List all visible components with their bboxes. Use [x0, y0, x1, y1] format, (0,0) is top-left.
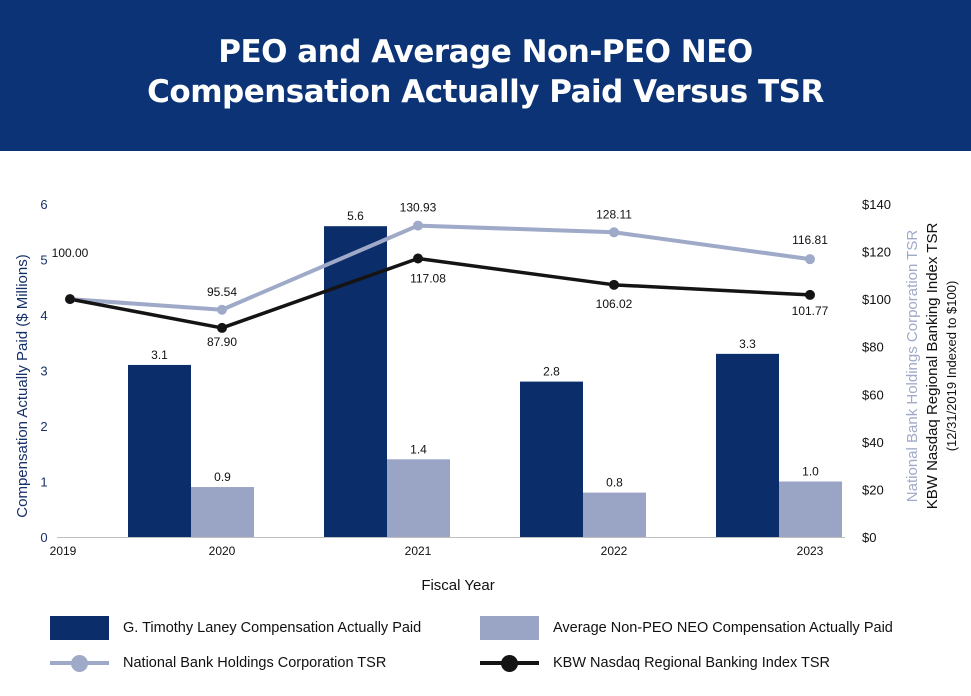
- header-banner: PEO and Average Non-PEO NEO Compensation…: [0, 0, 971, 151]
- point-label-kbw: 87.90: [207, 335, 237, 349]
- chart-plot: 3.1 0.9 5.6 1.4 2.8 0.8 3.3 1.0 100.00 95.54 130.…: [14, 197, 959, 594]
- y2-tick-label: $120: [862, 245, 891, 260]
- bar-label-peo: 2.8: [543, 365, 560, 379]
- legend-swatch-kbw: [480, 648, 539, 678]
- legend-item-neo: Average Non-PEO NEO Compensation Actuall…: [480, 613, 893, 643]
- y2-axis-title-nbhc: National Bank Holdings Corporation TSR: [904, 230, 921, 503]
- point-label-kbw: 106.02: [596, 297, 633, 311]
- legend-label-neo: Average Non-PEO NEO Compensation Actuall…: [553, 620, 893, 636]
- y-tick-label: 5: [40, 253, 47, 268]
- y-tick-label: 2: [40, 419, 47, 434]
- point-nbhc: [217, 304, 227, 315]
- line-kbw: [69, 256, 811, 330]
- bar-label-peo: 5.6: [347, 209, 364, 223]
- point-nbhc: [413, 220, 423, 231]
- y-tick-label: 3: [40, 364, 47, 379]
- y-tick-label: 4: [40, 308, 47, 323]
- bar-neo: [779, 481, 842, 537]
- y2-axis-title-index: (12/31/2019 Indexed to $100): [944, 281, 959, 452]
- y-tick-label: 1: [40, 475, 47, 490]
- point-label-nbhc: 128.11: [596, 207, 632, 221]
- point-kbw: [413, 253, 423, 264]
- bar-neo: [387, 459, 450, 537]
- point-nbhc: [805, 254, 815, 265]
- legend-item-kbw: KBW Nasdaq Regional Banking Index TSR: [480, 648, 830, 678]
- point-label-nbhc: 95.54: [207, 285, 237, 299]
- legend-swatch-neo: [480, 616, 539, 640]
- bar-peo: [716, 353, 779, 537]
- y2-tick-label: $140: [862, 197, 891, 212]
- x-tick-label: 2020: [209, 544, 236, 558]
- bar-label-neo: 0.8: [606, 476, 623, 490]
- chart-legend: G. Timothy Laney Compensation Actually P…: [0, 610, 971, 690]
- legend-item-nbhc: National Bank Holdings Corporation TSR: [50, 648, 386, 678]
- y-axis-title: Compensation Actually Paid ($ Millions): [14, 254, 31, 517]
- line-nbhc: [69, 223, 811, 312]
- lines-layer: 100.00 95.54 130.93 128.11 116.81 87.90 117.08…: [52, 201, 829, 349]
- point-nbhc: [609, 227, 619, 238]
- y2-tick-label: $40: [862, 435, 884, 450]
- legend-label-kbw: KBW Nasdaq Regional Banking Index TSR: [553, 655, 830, 671]
- point-label-kbw: 101.77: [792, 304, 829, 318]
- x-tick-label: 2019: [50, 544, 77, 558]
- chart-title-line-2: Compensation Actually Paid Versus TSR: [147, 74, 824, 110]
- y2-tick-label: $20: [862, 482, 884, 497]
- x-tick-label: 2023: [797, 544, 824, 558]
- y2-tick-label: $0: [862, 530, 876, 545]
- point-label-nbhc: 130.93: [400, 201, 437, 215]
- x-axis-title: Fiscal Year: [421, 577, 494, 594]
- point-label-nbhc: 100.00: [52, 246, 89, 260]
- legend-label-peo: G. Timothy Laney Compensation Actually P…: [123, 620, 422, 636]
- point-kbw: [609, 279, 619, 290]
- point-kbw: [65, 294, 75, 305]
- legend-swatch-nbhc: [50, 648, 109, 678]
- bar-peo: [128, 364, 191, 537]
- point-kbw: [805, 289, 815, 300]
- bar-peo: [520, 381, 583, 537]
- legend-swatch-peo: [50, 616, 109, 640]
- x-tick-label: 2021: [405, 544, 432, 558]
- axes-layer: 0 1 2 3 4 5 6 $0 $20 $40 $60 $80 $100 $120 $140 2019 202…: [14, 197, 959, 594]
- legend-item-peo: G. Timothy Laney Compensation Actually P…: [50, 613, 421, 643]
- bar-neo: [583, 492, 646, 537]
- y-tick-label: 6: [40, 197, 47, 212]
- y2-tick-label: $100: [862, 292, 891, 307]
- bars-layer: 3.1 0.9 5.6 1.4 2.8 0.8 3.3 1.0: [128, 209, 842, 537]
- x-tick-label: 2022: [601, 544, 628, 558]
- y2-tick-label: $60: [862, 387, 884, 402]
- bar-label-peo: 3.1: [151, 348, 168, 362]
- bar-label-peo: 3.3: [739, 337, 756, 351]
- point-label-nbhc: 116.81: [792, 233, 828, 247]
- bar-peo: [324, 226, 387, 537]
- bar-label-neo: 0.9: [214, 470, 231, 484]
- bar-neo: [191, 487, 254, 537]
- bar-label-neo: 1.0: [802, 465, 819, 479]
- point-kbw: [217, 322, 227, 333]
- legend-label-nbhc: National Bank Holdings Corporation TSR: [123, 655, 387, 671]
- bar-label-neo: 1.4: [410, 442, 427, 456]
- y2-axis-title-kbw: KBW Nasdaq Regional Banking Index TSR: [924, 223, 941, 510]
- point-label-kbw: 117.08: [410, 272, 446, 286]
- chart-title-line-1: PEO and Average Non-PEO NEO: [218, 34, 753, 70]
- y-tick-label: 0: [40, 530, 47, 545]
- y2-tick-label: $80: [862, 340, 884, 355]
